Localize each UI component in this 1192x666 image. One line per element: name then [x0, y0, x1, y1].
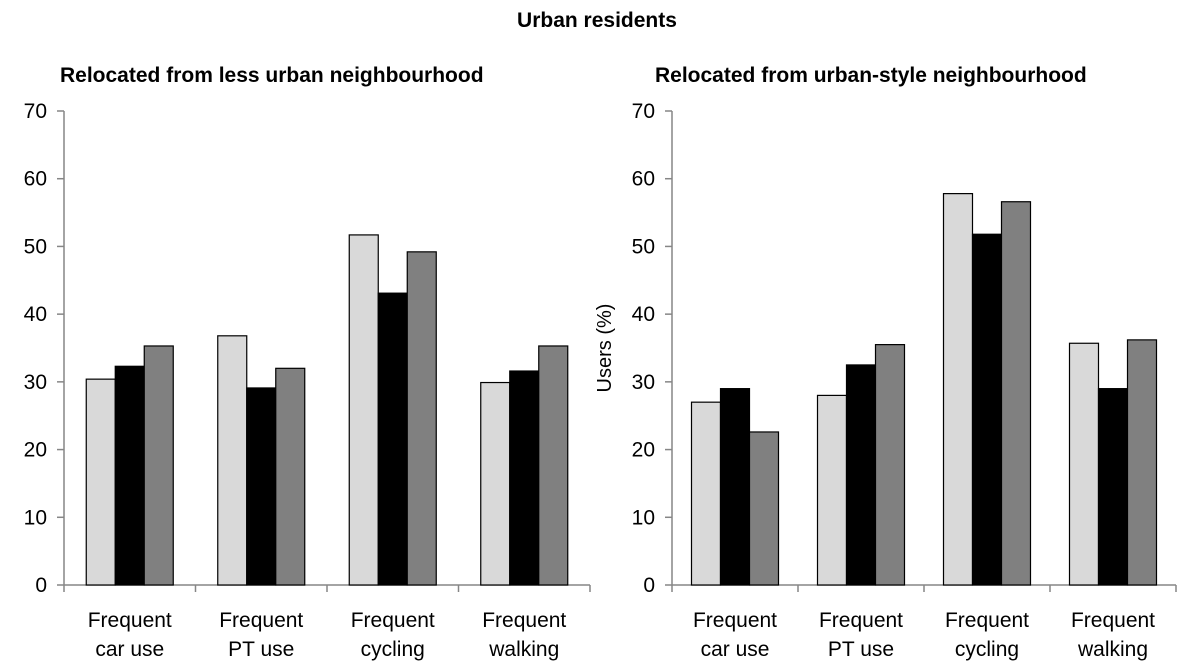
x-category-label: Frequent	[351, 609, 435, 632]
x-category-label: walking	[488, 638, 559, 661]
bar	[377, 292, 408, 586]
bar	[406, 251, 437, 586]
x-category-label: car use	[95, 638, 164, 661]
x-category-label: cycling	[955, 638, 1019, 661]
y-tick-label: 0	[643, 574, 655, 597]
x-category-label: Frequent	[482, 609, 566, 632]
y-tick-label: 50	[632, 235, 655, 258]
y-tick-label: 30	[24, 371, 47, 394]
y-tick-label: 10	[24, 506, 47, 529]
chart-panel-left: Relocated from less urban neighbourhood 0…	[24, 64, 591, 661]
bar	[719, 388, 751, 586]
x-category-label: walking	[1077, 638, 1148, 661]
bar	[246, 387, 277, 586]
chart-title: Relocated from less urban neighbourhood	[60, 64, 484, 87]
y-tick-label: 50	[24, 235, 47, 258]
bar	[874, 344, 906, 586]
bar	[845, 364, 877, 586]
chart-panel-right: Relocated from urban-style neighbourhood…	[594, 64, 1177, 661]
x-category-label: Frequent	[819, 609, 903, 632]
chart-title: Relocated from urban-style neighbourhood	[655, 64, 1087, 87]
bar	[217, 335, 248, 586]
bar	[690, 401, 722, 586]
x-category-label: cycling	[361, 638, 425, 661]
bar	[942, 193, 974, 586]
bar	[816, 394, 848, 586]
y-tick-label: 60	[24, 168, 47, 191]
bar	[748, 431, 780, 586]
y-tick-label: 60	[632, 168, 655, 191]
y-tick-label: 40	[632, 303, 655, 326]
y-tick-label: 20	[24, 439, 47, 462]
x-category-label: Frequent	[88, 609, 172, 632]
bar	[275, 367, 306, 586]
bar	[971, 233, 1003, 586]
bar	[1097, 388, 1129, 586]
bar	[1000, 201, 1032, 586]
y-tick-label: 70	[632, 100, 655, 123]
bar	[85, 378, 116, 586]
y-tick-label: 10	[632, 506, 655, 529]
bar	[143, 345, 174, 586]
y-tick-label: 0	[35, 574, 47, 597]
y-tick-label: 30	[632, 371, 655, 394]
bar	[114, 365, 145, 586]
y-axis-label: Users (%)	[594, 304, 616, 393]
x-category-label: PT use	[228, 638, 294, 661]
bar	[348, 234, 379, 586]
figure-title: Urban residents	[517, 9, 677, 32]
bar	[538, 345, 569, 586]
x-category-label: Frequent	[1071, 609, 1155, 632]
x-category-label: PT use	[828, 638, 894, 661]
bar	[1068, 342, 1100, 586]
bar	[480, 381, 511, 586]
x-category-label: Frequent	[945, 609, 1029, 632]
bar	[1126, 339, 1158, 586]
y-tick-label: 20	[632, 439, 655, 462]
y-tick-label: 70	[24, 100, 47, 123]
x-category-label: Frequent	[219, 609, 303, 632]
x-category-label: car use	[701, 638, 770, 661]
bar	[509, 370, 540, 586]
y-tick-label: 40	[24, 303, 47, 326]
x-category-label: Frequent	[693, 609, 777, 632]
